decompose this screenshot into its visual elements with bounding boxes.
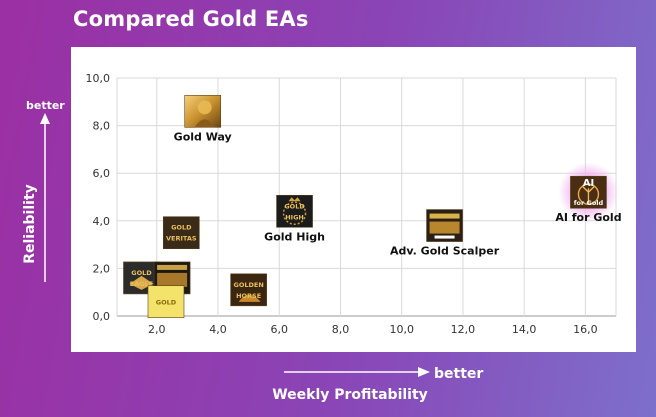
point-label: Gold Way [174, 130, 232, 143]
caption-strip [434, 235, 455, 239]
data-point-ai-for-gold: AI for Gold AI for Gold [555, 162, 622, 224]
thumbnail-text: GOLD [284, 202, 305, 210]
y-tick-label: 0,0 [93, 310, 111, 323]
thumbnail-text: AI [583, 178, 594, 189]
data-point-golden-horse: GOLDEN HORSE [230, 273, 267, 307]
x-tick-label: 2,0 [148, 323, 166, 336]
x-tick-label: 8,0 [332, 323, 350, 336]
data-point-gold-eagle: GOLD EAGLE [123, 261, 160, 295]
x-tick-label: 16,0 [573, 323, 598, 336]
x-tick-label: 4,0 [209, 323, 227, 336]
banner-strip [429, 213, 460, 219]
x-tick-label: 12,0 [451, 323, 476, 336]
laurel-ring [282, 201, 307, 226]
thumbnail-text: HORSE [236, 292, 261, 300]
horse-shape [238, 294, 261, 302]
axis-ticks: 0,0 2,0 4,0 6,0 8,0 10,0 2,0 4,0 6,0 8,0 10,0 12,0 1… [86, 72, 598, 336]
data-point-gold-ticket: GOLD [147, 285, 185, 319]
gold-veritas-thumbnail [162, 216, 200, 249]
point-label: AI for Gold [555, 211, 621, 224]
thumbnail-text: EAGLE [130, 280, 153, 288]
y-tick-label: 4,0 [93, 215, 111, 228]
page-title: Compared Gold EAs [73, 7, 309, 31]
tree-icon [581, 185, 595, 205]
data-point-adv-gold-scalper: Adv. Gold Scalper [390, 209, 500, 258]
thumbnail-text: GOLD [171, 224, 192, 232]
gold-bars [157, 272, 188, 287]
y-tick-label: 2,0 [93, 262, 111, 275]
data-point-gold-way: Gold Way [174, 95, 232, 143]
data-points: Gold Way GOLD HIGH Gold High Adv. Gold Scalp… [123, 95, 622, 319]
y-axis-title: Reliability [22, 184, 38, 264]
y-tick-label: 8,0 [93, 120, 111, 133]
thumbnail-text: GOLDEN [233, 281, 263, 289]
y-tick-label: 10,0 [86, 72, 111, 85]
x-tick-label: 10,0 [389, 323, 414, 336]
thumbnail-text: for Gold [574, 199, 604, 207]
x-tick-label: 14,0 [512, 323, 537, 336]
point-label: Adv. Gold Scalper [390, 245, 500, 258]
gold-bars [429, 221, 460, 234]
data-point-gold-high: GOLD HIGH Gold High [264, 194, 325, 243]
thumbnail-text: GOLD [156, 299, 177, 307]
data-point-gold-veritas: GOLD VERITAS [162, 216, 200, 249]
thumbnail-text: HIGH [285, 213, 304, 221]
x-better-arrowhead [418, 367, 430, 377]
point-label: Gold High [264, 230, 325, 243]
banner-strip [157, 264, 188, 270]
gold-ticket-thumbnail [147, 285, 185, 319]
face-shape [197, 100, 212, 115]
y-tick-label: 6,0 [93, 167, 111, 180]
y-better-arrowhead [40, 113, 50, 124]
shoulder-shape [194, 119, 215, 128]
thumbnail-text: GOLD [131, 269, 152, 277]
gold-high-thumbnail [276, 194, 313, 228]
x-tick-label: 6,0 [271, 323, 289, 336]
thumbnail-text: VERITAS [166, 235, 197, 243]
eagle-shape [129, 275, 154, 290]
crown-icon [288, 197, 301, 202]
x-axis-title: Weekly Profitability [272, 387, 428, 403]
x-better-label: better [434, 366, 483, 382]
y-better-label: better [26, 99, 65, 112]
